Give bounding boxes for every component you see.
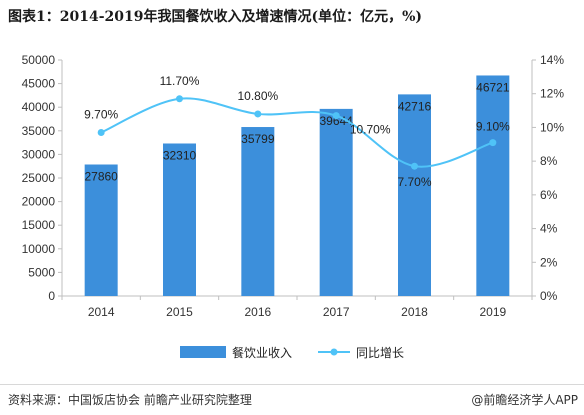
y-left-tick-label: 40000 — [22, 100, 56, 114]
y-left-tick-label: 30000 — [22, 147, 56, 161]
y-right-tick-label: 6% — [540, 188, 558, 202]
bar — [84, 164, 118, 296]
y-left-tick-label: 10000 — [22, 242, 56, 256]
growth-point — [97, 128, 105, 136]
y-right-tick-label: 14% — [540, 53, 564, 67]
bar-value-label: 46721 — [476, 80, 510, 94]
growth-value-label: 9.10% — [476, 120, 510, 134]
x-tick-label: 2014 — [88, 305, 115, 319]
y-left-tick-label: 25000 — [22, 171, 56, 185]
x-tick-label: 2015 — [166, 305, 193, 319]
y-left-tick-label: 15000 — [22, 218, 56, 232]
bar — [476, 75, 510, 296]
legend-bar-swatch — [180, 346, 226, 358]
y-left-tick-label: 0 — [48, 289, 55, 303]
growth-line — [100, 97, 494, 168]
brand-note: @前瞻经济学人APP — [471, 393, 578, 407]
y-left-tick-label: 35000 — [22, 124, 56, 138]
y-left-tick-label: 5000 — [28, 265, 55, 279]
y-right-tick-label: 2% — [540, 255, 558, 269]
growth-point — [176, 95, 183, 103]
y-right-tick-label: 12% — [540, 87, 564, 101]
x-tick-label: 2016 — [244, 305, 271, 319]
legend-line-marker — [330, 348, 338, 356]
chart-title: 图表1：2014-2019年我国餐饮收入及增速情况(单位：亿元，%) — [8, 9, 423, 25]
bar — [163, 143, 196, 296]
y-left-tick-label: 20000 — [22, 195, 56, 209]
y-right-tick-label: 8% — [540, 154, 558, 168]
bar-value-label: 39644 — [319, 114, 353, 128]
growth-point — [332, 112, 340, 120]
growth-value-label: 10.80% — [237, 89, 278, 103]
x-tick-label: 2018 — [401, 305, 428, 319]
growth-value-label: 11.70% — [160, 74, 200, 88]
growth-value-label: 7.70% — [397, 175, 431, 189]
legend-bar-label: 餐饮业收入 — [232, 345, 292, 360]
y-right-tick-label: 10% — [540, 120, 564, 134]
bar-value-label: 42716 — [398, 99, 432, 113]
y-right-tick-label: 4% — [540, 222, 558, 236]
growth-point — [254, 110, 262, 118]
source-note: 资料来源：中国饭店协会 前瞻产业研究院整理 — [8, 393, 252, 407]
bar — [319, 108, 353, 297]
footer-divider — [0, 384, 584, 385]
y-left-tick-label: 50000 — [22, 53, 56, 67]
bar-value-label: 35799 — [241, 132, 275, 146]
y-left-tick-label: 45000 — [22, 77, 56, 91]
legend-line-label: 同比增长 — [356, 346, 404, 360]
growth-point — [411, 162, 418, 170]
growth-value-label: 10.70% — [350, 123, 391, 137]
growth-point — [489, 139, 497, 147]
bar — [241, 127, 275, 296]
x-tick-label: 2019 — [479, 305, 506, 319]
x-tick-label: 2017 — [323, 305, 350, 319]
growth-value-label: 9.70% — [84, 107, 118, 121]
y-right-tick-label: 0% — [540, 289, 558, 303]
chart-canvas: 0 5000 10000 15000 20000 25000 30000 35000 40000… — [22, 53, 565, 360]
bar-value-label: 27860 — [84, 170, 118, 184]
bar — [398, 94, 431, 296]
bar-value-label: 32310 — [163, 148, 197, 162]
